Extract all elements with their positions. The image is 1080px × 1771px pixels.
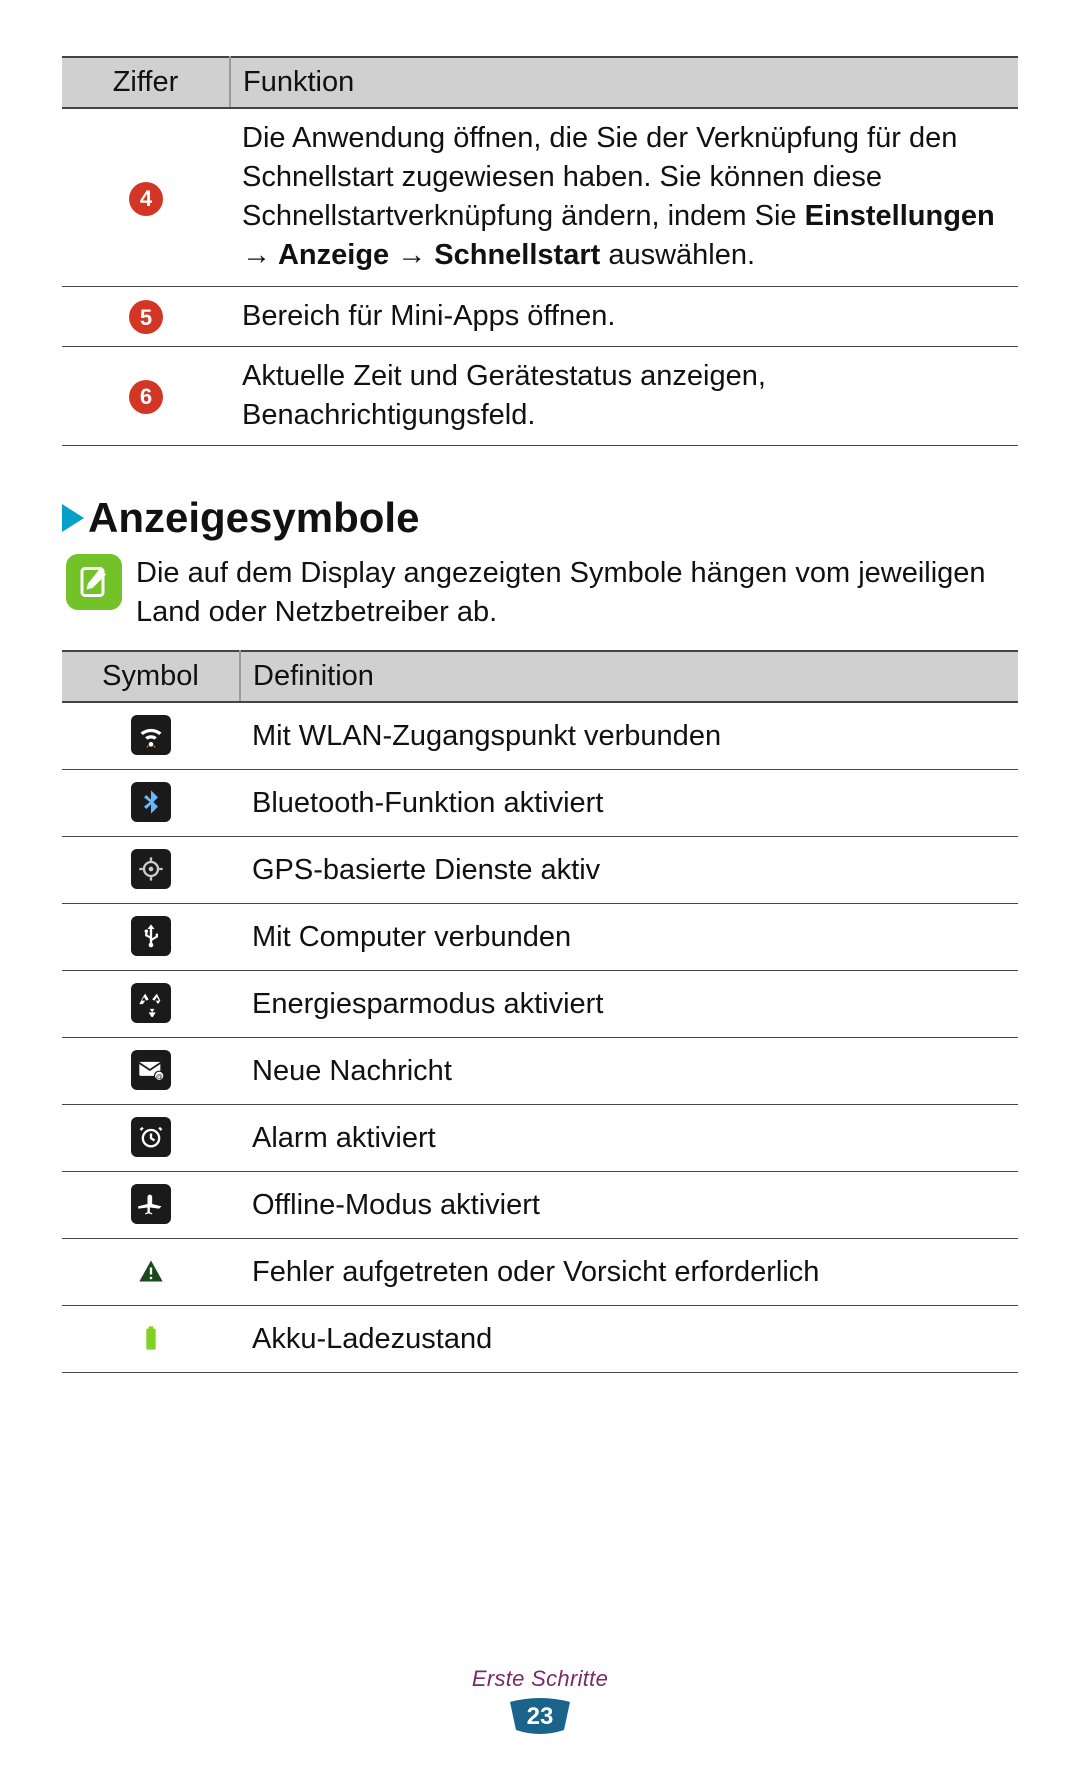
funktion-cell: Bereich für Mini-Apps öffnen. bbox=[230, 286, 1018, 346]
number-badge-5: 5 bbox=[129, 300, 163, 334]
page-number: 23 bbox=[0, 1703, 1080, 1731]
definition-cell: Energiesparmodus aktiviert bbox=[240, 971, 1018, 1038]
number-badge-6: 6 bbox=[129, 380, 163, 414]
funktion-cell: Die Anwendung öffnen, die Sie der Verknü… bbox=[230, 108, 1018, 286]
table-row: Energiesparmodus aktiviert bbox=[62, 971, 1018, 1038]
symbol-cell bbox=[62, 1239, 240, 1306]
table-row: Mit Computer verbunden bbox=[62, 904, 1018, 971]
section-heading: Anzeigesymbole bbox=[88, 494, 419, 542]
number-badge-4: 4 bbox=[129, 182, 163, 216]
definition-cell: Offline-Modus aktiviert bbox=[240, 1172, 1018, 1239]
message-icon: @ bbox=[131, 1050, 171, 1090]
note-text: Die auf dem Display angezeigten Symbole … bbox=[136, 554, 1014, 632]
table-row: Akku-Ladezustand bbox=[62, 1306, 1018, 1373]
wifi-icon bbox=[131, 715, 171, 755]
table-row: Offline-Modus aktiviert bbox=[62, 1172, 1018, 1239]
definition-cell: Akku-Ladezustand bbox=[240, 1306, 1018, 1373]
gps-icon bbox=[131, 849, 171, 889]
note-row: Die auf dem Display angezeigten Symbole … bbox=[62, 554, 1018, 632]
table-row: 4 Die Anwendung öffnen, die Sie der Verk… bbox=[62, 108, 1018, 286]
section-heading-row: Anzeigesymbole bbox=[62, 494, 1018, 542]
definition-cell: Mit WLAN-Zugangspunkt verbunden bbox=[240, 702, 1018, 770]
symbol-cell bbox=[62, 837, 240, 904]
note-icon bbox=[66, 554, 122, 610]
symbol-cell bbox=[62, 1105, 240, 1172]
symbol-cell bbox=[62, 904, 240, 971]
definition-cell: Mit Computer verbunden bbox=[240, 904, 1018, 971]
chevron-icon bbox=[62, 504, 84, 532]
definition-cell: Fehler aufgetreten oder Vorsicht erforde… bbox=[240, 1239, 1018, 1306]
definition-col-header: Definition bbox=[240, 651, 1018, 702]
funktion-col-header: Funktion bbox=[230, 57, 1018, 108]
definition-cell: Alarm aktiviert bbox=[240, 1105, 1018, 1172]
table-row: GPS-basierte Dienste aktiv bbox=[62, 837, 1018, 904]
symbol-cell bbox=[62, 1306, 240, 1373]
ziffer-table: Ziffer Funktion 4 Die Anwendung öffnen, … bbox=[62, 56, 1018, 446]
symbol-table: Symbol Definition Mit WLAN-Zugangspunkt … bbox=[62, 650, 1018, 1373]
symbol-cell bbox=[62, 702, 240, 770]
table-row: 6 Aktuelle Zeit und Gerätestatus anzeige… bbox=[62, 346, 1018, 445]
footer-section-label: Erste Schritte bbox=[0, 1666, 1080, 1692]
warning-icon bbox=[131, 1251, 171, 1291]
table-row: Fehler aufgetreten oder Vorsicht erforde… bbox=[62, 1239, 1018, 1306]
recycle-icon bbox=[131, 983, 171, 1023]
table-row: @ Neue Nachricht bbox=[62, 1038, 1018, 1105]
symbol-cell bbox=[62, 971, 240, 1038]
airplane-icon bbox=[131, 1184, 171, 1224]
battery-icon bbox=[131, 1318, 171, 1358]
bluetooth-icon bbox=[131, 782, 171, 822]
definition-cell: Neue Nachricht bbox=[240, 1038, 1018, 1105]
table-row: Alarm aktiviert bbox=[62, 1105, 1018, 1172]
ziffer-col-header: Ziffer bbox=[62, 57, 230, 108]
usb-icon bbox=[131, 916, 171, 956]
symbol-cell: @ bbox=[62, 1038, 240, 1105]
definition-cell: Bluetooth-Funktion aktiviert bbox=[240, 770, 1018, 837]
table-row: 5 Bereich für Mini-Apps öffnen. bbox=[62, 286, 1018, 346]
symbol-cell bbox=[62, 1172, 240, 1239]
page: Ziffer Funktion 4 Die Anwendung öffnen, … bbox=[0, 0, 1080, 1771]
table-row: Bluetooth-Funktion aktiviert bbox=[62, 770, 1018, 837]
symbol-col-header: Symbol bbox=[62, 651, 240, 702]
svg-text:@: @ bbox=[156, 1075, 163, 1082]
table-row: Mit WLAN-Zugangspunkt verbunden bbox=[62, 702, 1018, 770]
alarm-icon bbox=[131, 1117, 171, 1157]
funktion-cell: Aktuelle Zeit und Gerätestatus anzeigen,… bbox=[230, 346, 1018, 445]
text: auswählen. bbox=[600, 239, 755, 271]
definition-cell: GPS-basierte Dienste aktiv bbox=[240, 837, 1018, 904]
symbol-cell bbox=[62, 770, 240, 837]
